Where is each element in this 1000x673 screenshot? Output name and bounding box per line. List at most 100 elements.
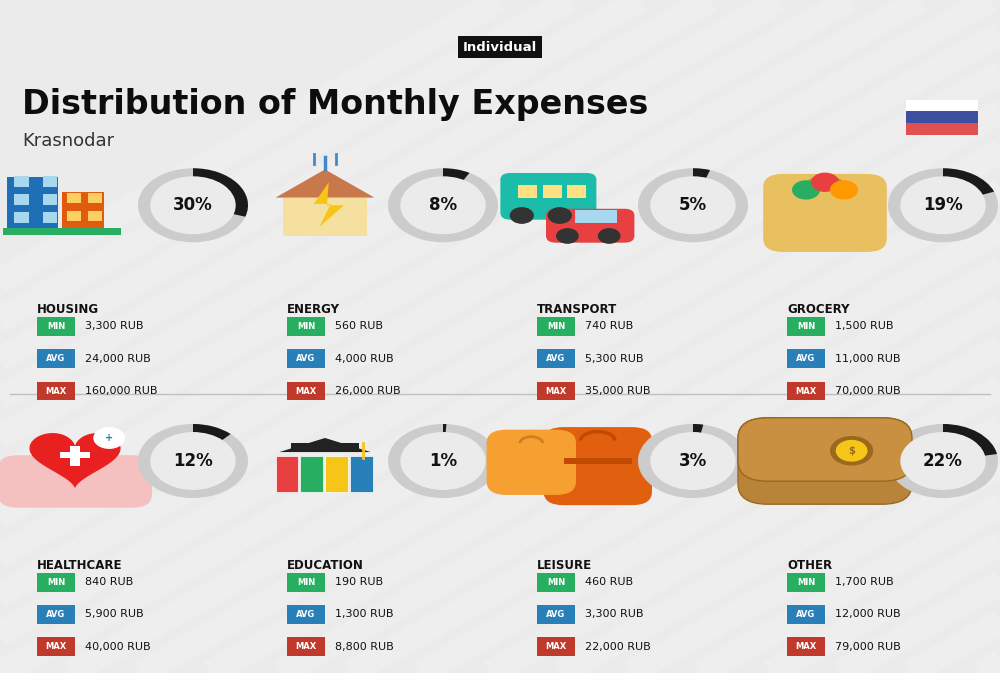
FancyBboxPatch shape	[537, 637, 575, 656]
FancyBboxPatch shape	[283, 198, 367, 236]
FancyBboxPatch shape	[7, 177, 58, 234]
FancyBboxPatch shape	[787, 349, 825, 368]
Text: AVG: AVG	[46, 610, 66, 619]
Text: 24,000 RUB: 24,000 RUB	[85, 354, 151, 363]
Wedge shape	[943, 168, 994, 195]
FancyBboxPatch shape	[276, 456, 298, 492]
FancyBboxPatch shape	[287, 605, 325, 624]
FancyBboxPatch shape	[544, 427, 652, 505]
FancyBboxPatch shape	[350, 456, 372, 492]
Text: MAX: MAX	[545, 642, 567, 651]
FancyBboxPatch shape	[43, 194, 57, 205]
FancyBboxPatch shape	[287, 382, 325, 400]
Text: MIN: MIN	[797, 577, 815, 587]
Circle shape	[94, 428, 124, 448]
FancyBboxPatch shape	[564, 458, 632, 464]
Text: LEISURE: LEISURE	[537, 559, 592, 571]
Text: AVG: AVG	[296, 354, 316, 363]
Text: MIN: MIN	[297, 322, 315, 331]
Text: 26,000 RUB: 26,000 RUB	[335, 386, 401, 396]
Text: Individual: Individual	[463, 40, 537, 54]
Text: 740 RUB: 740 RUB	[585, 322, 633, 331]
FancyBboxPatch shape	[537, 605, 575, 624]
FancyBboxPatch shape	[567, 185, 586, 198]
Text: TRANSPORT: TRANSPORT	[537, 303, 617, 316]
Text: MIN: MIN	[797, 322, 815, 331]
Polygon shape	[276, 170, 374, 198]
Text: 3,300 RUB: 3,300 RUB	[85, 322, 144, 331]
Circle shape	[901, 177, 985, 234]
Circle shape	[651, 177, 735, 234]
Wedge shape	[693, 424, 703, 433]
FancyBboxPatch shape	[291, 443, 359, 452]
Wedge shape	[193, 168, 248, 217]
FancyBboxPatch shape	[287, 349, 325, 368]
FancyBboxPatch shape	[287, 637, 325, 656]
Text: 12%: 12%	[173, 452, 213, 470]
Text: 1,700 RUB: 1,700 RUB	[835, 577, 894, 587]
FancyBboxPatch shape	[546, 209, 634, 243]
Text: 3,300 RUB: 3,300 RUB	[585, 610, 644, 619]
Text: 35,000 RUB: 35,000 RUB	[585, 386, 651, 396]
Circle shape	[651, 433, 735, 489]
FancyBboxPatch shape	[287, 573, 325, 592]
Text: 19%: 19%	[923, 197, 963, 214]
FancyBboxPatch shape	[325, 456, 348, 492]
FancyBboxPatch shape	[0, 455, 152, 507]
Wedge shape	[888, 168, 998, 242]
FancyBboxPatch shape	[787, 637, 825, 656]
Text: 8,800 RUB: 8,800 RUB	[335, 642, 394, 651]
FancyBboxPatch shape	[487, 429, 576, 495]
Text: MAX: MAX	[45, 386, 67, 396]
FancyBboxPatch shape	[537, 317, 575, 336]
FancyBboxPatch shape	[763, 174, 887, 252]
Text: 40,000 RUB: 40,000 RUB	[85, 642, 151, 651]
Text: 160,000 RUB: 160,000 RUB	[85, 386, 158, 396]
FancyBboxPatch shape	[88, 211, 102, 221]
FancyBboxPatch shape	[906, 100, 978, 111]
FancyBboxPatch shape	[787, 605, 825, 624]
FancyBboxPatch shape	[43, 176, 57, 187]
Wedge shape	[443, 424, 446, 433]
Text: MAX: MAX	[795, 642, 817, 651]
FancyBboxPatch shape	[300, 456, 323, 492]
Circle shape	[548, 208, 571, 223]
FancyBboxPatch shape	[537, 382, 575, 400]
Text: 1%: 1%	[429, 452, 457, 470]
FancyBboxPatch shape	[37, 349, 75, 368]
Text: 5%: 5%	[679, 197, 707, 214]
FancyBboxPatch shape	[14, 194, 29, 205]
Polygon shape	[314, 182, 344, 227]
Text: 1,500 RUB: 1,500 RUB	[835, 322, 894, 331]
Wedge shape	[693, 168, 710, 178]
FancyBboxPatch shape	[518, 185, 537, 198]
FancyBboxPatch shape	[3, 227, 121, 235]
Circle shape	[836, 441, 867, 461]
Text: 190 RUB: 190 RUB	[335, 577, 383, 587]
FancyBboxPatch shape	[88, 193, 102, 203]
Text: MIN: MIN	[547, 322, 565, 331]
Text: MAX: MAX	[545, 386, 567, 396]
FancyBboxPatch shape	[575, 211, 617, 223]
Text: EDUCATION: EDUCATION	[287, 559, 364, 571]
Wedge shape	[138, 424, 248, 498]
Text: MIN: MIN	[547, 577, 565, 587]
FancyBboxPatch shape	[60, 452, 90, 458]
Text: 4,000 RUB: 4,000 RUB	[335, 354, 394, 363]
Text: 1,300 RUB: 1,300 RUB	[335, 610, 394, 619]
Circle shape	[557, 229, 578, 243]
Text: 8%: 8%	[429, 197, 457, 214]
Text: AVG: AVG	[546, 354, 566, 363]
Text: 70,000 RUB: 70,000 RUB	[835, 386, 901, 396]
Circle shape	[151, 177, 235, 234]
FancyBboxPatch shape	[62, 192, 104, 234]
Wedge shape	[388, 168, 498, 242]
Wedge shape	[888, 424, 998, 498]
Text: OTHER: OTHER	[787, 559, 832, 571]
FancyBboxPatch shape	[787, 317, 825, 336]
Polygon shape	[29, 433, 121, 489]
Circle shape	[793, 181, 819, 199]
Text: 5,900 RUB: 5,900 RUB	[85, 610, 144, 619]
Text: ENERGY: ENERGY	[287, 303, 340, 316]
FancyBboxPatch shape	[67, 193, 81, 203]
